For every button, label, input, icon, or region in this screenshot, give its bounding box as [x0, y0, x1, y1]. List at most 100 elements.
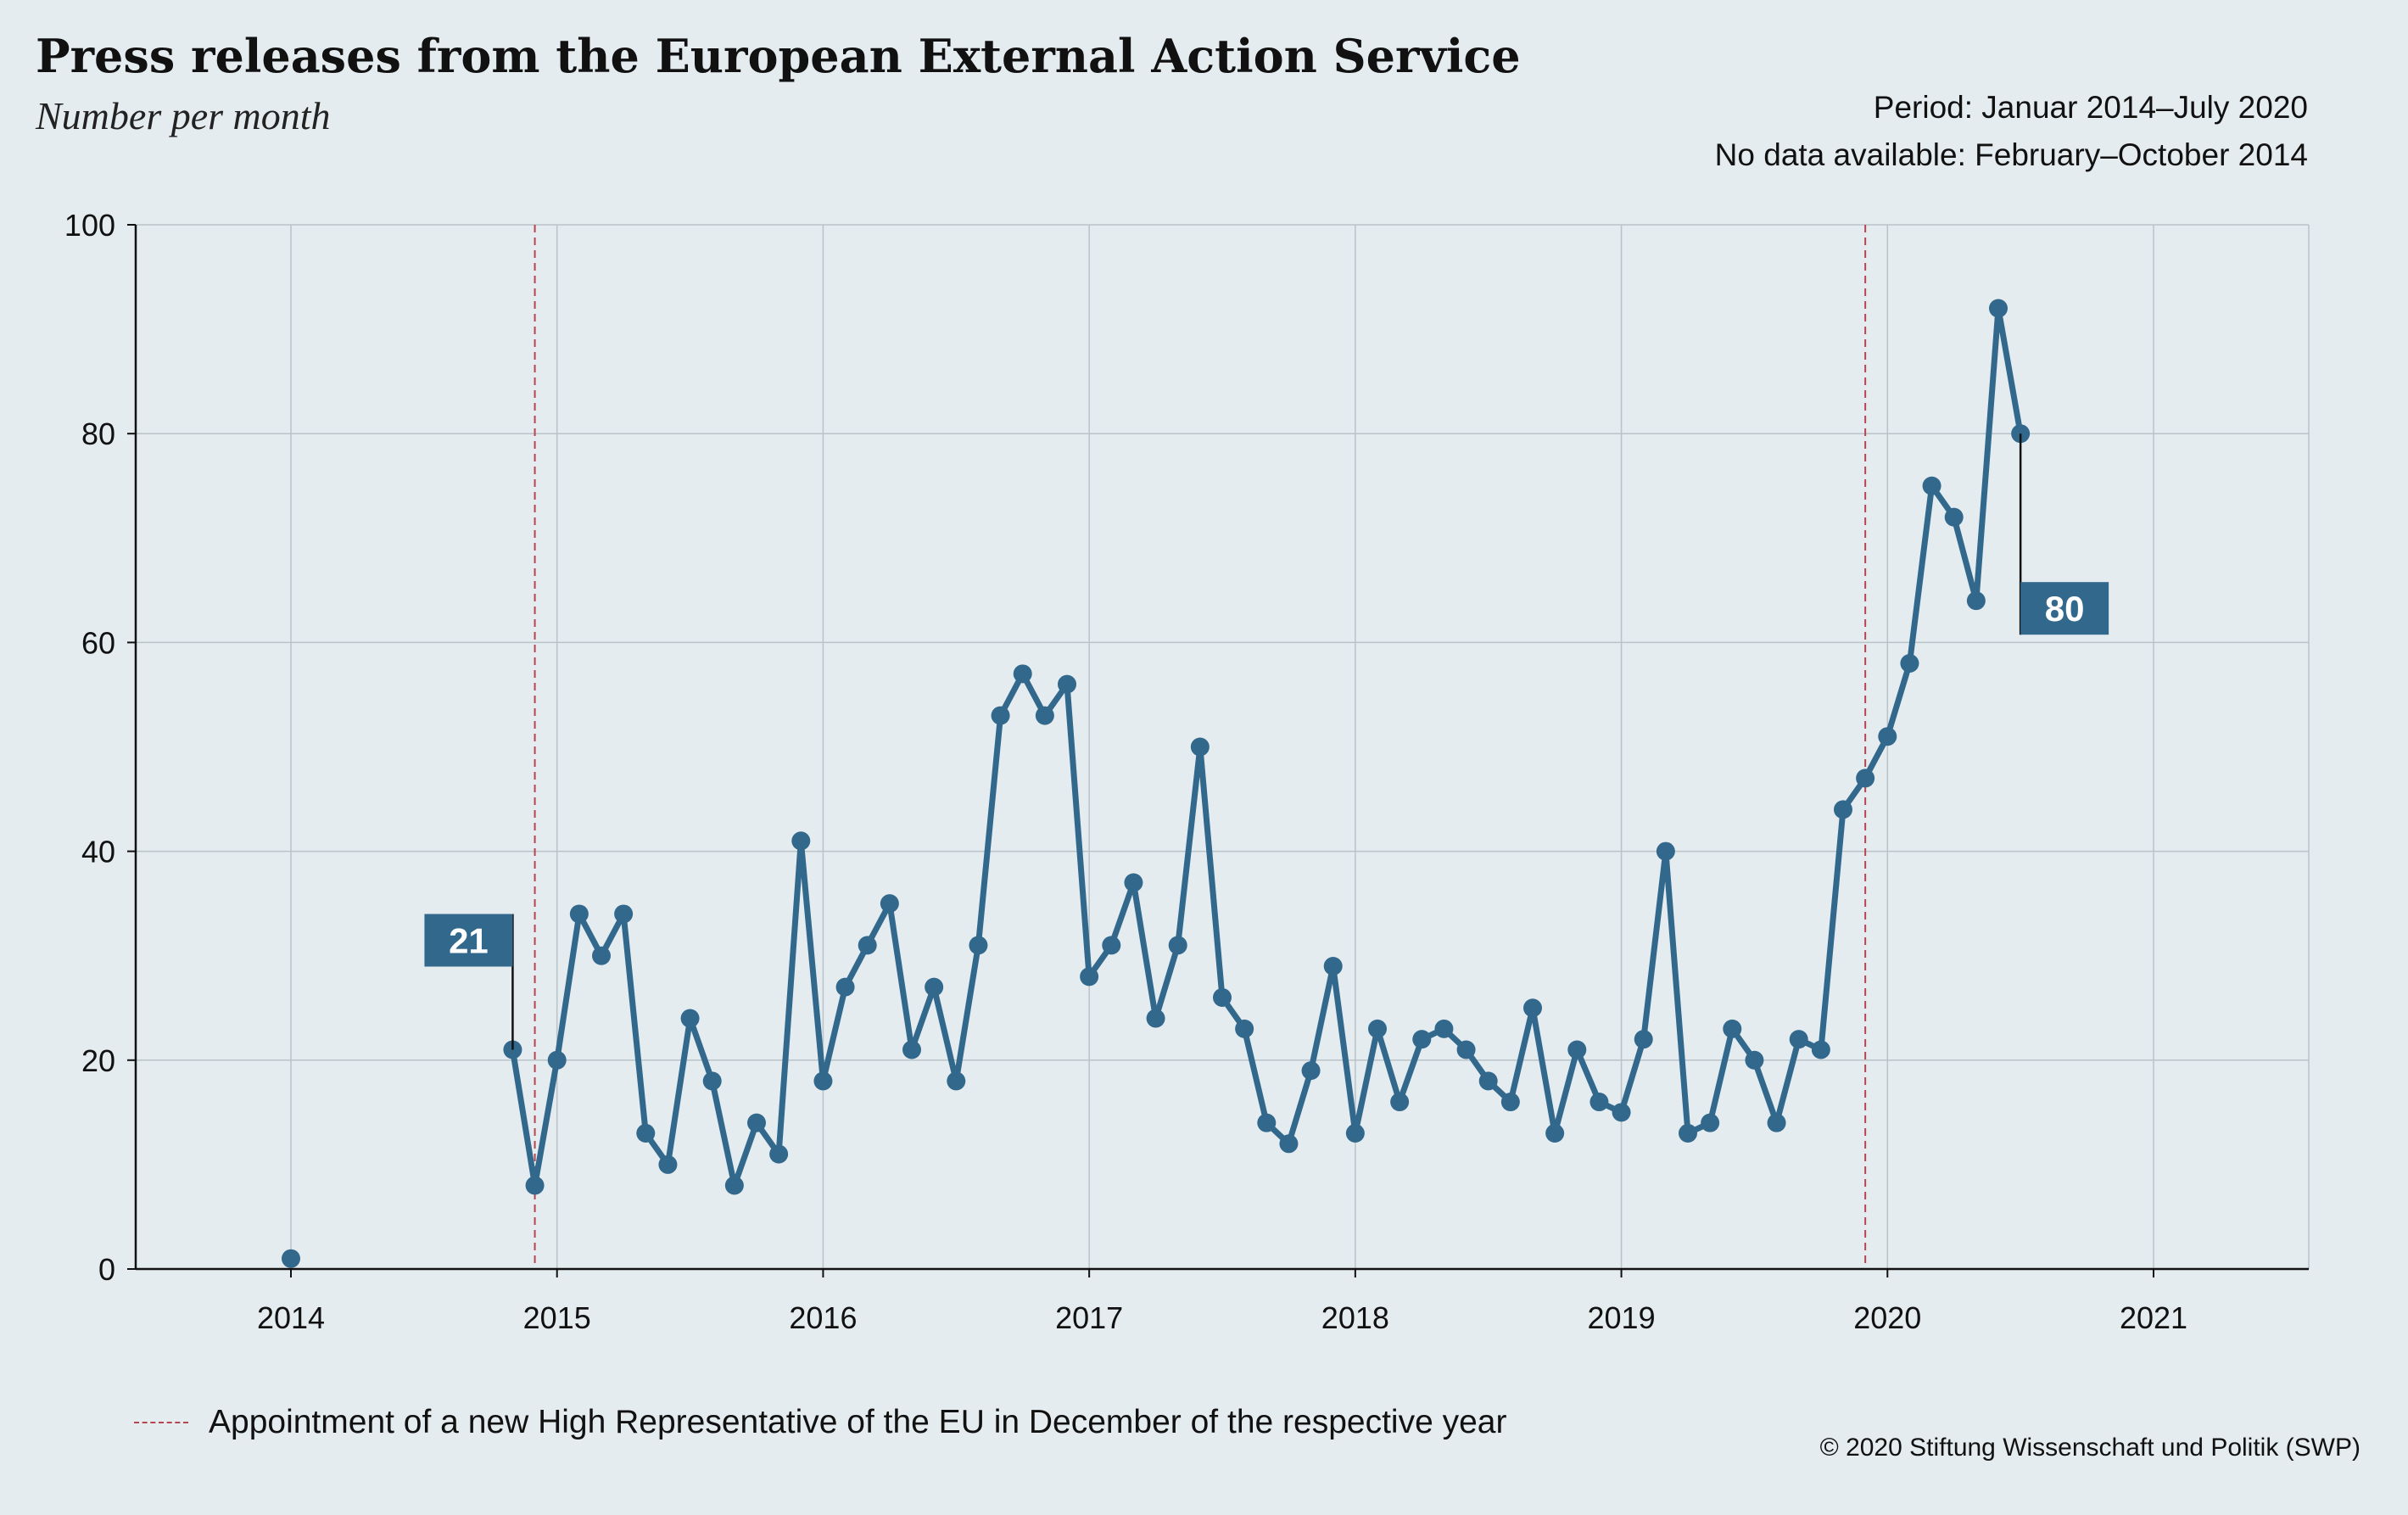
gridlines — [136, 224, 2310, 1269]
legend: Appointment of a new High Representative… — [134, 1404, 1506, 1441]
data-point — [969, 936, 988, 955]
y-tick-label: 20 — [81, 1043, 115, 1078]
data-point — [614, 904, 634, 924]
data-point — [1834, 800, 1852, 819]
data-point — [724, 1176, 744, 1195]
legend-dashed-line-swatch — [134, 1422, 188, 1423]
data-point — [858, 936, 877, 955]
data-point — [569, 904, 589, 924]
data-point — [1080, 967, 1099, 987]
data-point — [1612, 1103, 1631, 1122]
data-point — [991, 706, 1010, 725]
data-point — [1102, 936, 1121, 955]
y-tick-label: 100 — [64, 208, 115, 243]
data-point — [1679, 1123, 1697, 1143]
data-point — [702, 1071, 722, 1091]
data-point — [902, 1040, 921, 1059]
data-point — [1944, 507, 1964, 527]
data-point — [680, 1009, 700, 1028]
data-point — [1213, 987, 1232, 1007]
data-point — [769, 1144, 789, 1164]
data-point — [1656, 841, 1675, 861]
data-point — [1190, 737, 1210, 757]
data-point — [1789, 1030, 1808, 1049]
data-point — [1146, 1009, 1165, 1028]
data-point — [1456, 1040, 1476, 1059]
y-tick-label: 40 — [81, 835, 115, 869]
data-point — [592, 946, 611, 965]
data-point — [1878, 727, 1897, 746]
data-point — [1058, 674, 1076, 694]
data-point — [658, 1154, 678, 1174]
copyright-notice: © 2020 Stiftung Wissenschaft und Politik… — [1819, 1434, 2361, 1462]
data-point — [1590, 1093, 1609, 1112]
y-tick-label: 0 — [98, 1252, 115, 1287]
annotation-label-box — [424, 914, 513, 967]
data-point — [1390, 1093, 1410, 1112]
data-point — [636, 1123, 656, 1143]
data-point — [1301, 1061, 1321, 1081]
chart-title: Press releases from the European Externa… — [36, 29, 1521, 83]
legend-label: Appointment of a new High Representative… — [209, 1404, 1507, 1440]
data-point — [1500, 1093, 1520, 1112]
axes: 0 20 40 60 80 100 2014 2015 2016 2017 2018 2019 2020… — [64, 208, 2309, 1335]
data-point — [1634, 1030, 1653, 1049]
data-point — [747, 1113, 766, 1132]
annotations: 21 80 — [424, 433, 2109, 1050]
data-point — [791, 831, 811, 851]
data-point — [1811, 1040, 1830, 1059]
data-point — [1013, 664, 1032, 684]
data-point — [1856, 769, 1875, 788]
annotation-label-box — [2020, 582, 2109, 635]
x-tick-label: 2019 — [1588, 1300, 1656, 1335]
data-point — [1567, 1040, 1587, 1059]
data-point — [1345, 1123, 1365, 1143]
chart-subtitle: Number per month — [36, 94, 331, 137]
annotation-label: 21 — [449, 920, 489, 960]
series-lines — [509, 305, 2024, 1188]
data-point — [1767, 1113, 1786, 1132]
data-point — [1922, 476, 1941, 495]
no-data-note: No data available: February–October 2014 — [1714, 137, 2308, 172]
data-point — [1257, 1113, 1277, 1132]
data-point — [1966, 591, 1986, 611]
data-point — [1434, 1019, 1454, 1038]
data-point — [1723, 1019, 1742, 1038]
data-point — [1478, 1071, 1498, 1091]
data-point — [1989, 299, 2008, 318]
y-tick-label: 80 — [81, 416, 115, 451]
x-tick-label: 2016 — [789, 1300, 857, 1335]
reference-lines — [534, 225, 1867, 1269]
x-tick-label: 2018 — [1321, 1300, 1389, 1335]
data-point — [1412, 1030, 1432, 1049]
data-point — [813, 1071, 833, 1091]
data-point — [1279, 1134, 1299, 1154]
x-tick-label: 2014 — [257, 1300, 325, 1335]
data-point — [1368, 1019, 1387, 1038]
data-point — [282, 1249, 300, 1268]
data-point — [1168, 936, 1187, 955]
data-point — [1745, 1050, 1764, 1070]
data-point — [1323, 957, 1343, 976]
y-tick-label: 60 — [81, 625, 115, 660]
data-point — [1701, 1113, 1720, 1132]
data-points — [282, 299, 2031, 1268]
data-point — [835, 977, 855, 997]
series-line — [509, 305, 2024, 1188]
x-tick-label: 2020 — [1853, 1300, 1921, 1335]
data-point — [525, 1176, 545, 1195]
x-tick-label: 2017 — [1055, 1300, 1123, 1335]
x-tick-label: 2021 — [2120, 1300, 2187, 1335]
period-note: Period: Januar 2014–July 2020 — [1873, 90, 2308, 125]
data-point — [880, 894, 899, 914]
x-tick-label: 2015 — [523, 1300, 591, 1335]
annotation-label: 80 — [2045, 589, 2085, 629]
data-point — [1235, 1019, 1254, 1038]
data-point — [1035, 706, 1054, 725]
data-point — [947, 1071, 966, 1091]
data-point — [1545, 1123, 1565, 1143]
data-point — [1124, 873, 1143, 892]
data-point — [547, 1050, 567, 1070]
data-point — [925, 977, 944, 997]
